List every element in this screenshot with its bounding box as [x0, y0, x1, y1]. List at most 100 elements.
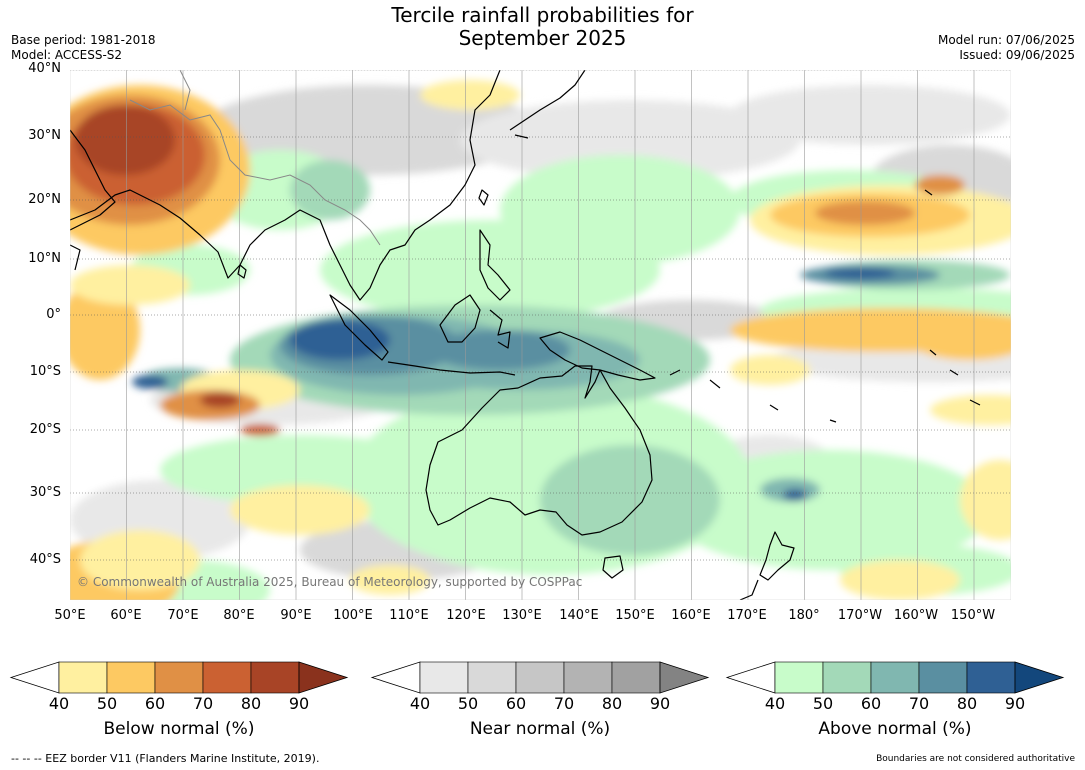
cbar-above-segment: [918, 661, 968, 694]
cbar-below-segment: [250, 661, 300, 694]
cbar-above-over-triangle: [1014, 661, 1065, 694]
cbar-above-under-triangle: [725, 661, 776, 694]
cbar-near-over-triangle: [659, 661, 710, 694]
lon-tick-110e: 110°E: [389, 608, 429, 623]
lat-tick-0: 0°: [46, 307, 61, 322]
meta-right: Model run: 07/06/2025 Issued: 09/06/2025: [938, 33, 1075, 63]
model-run-text: Model run: 07/06/2025: [937, 33, 1075, 47]
base-period-text: Base period: 1981-2018: [11, 33, 156, 47]
cbar-above-segment: [774, 661, 824, 694]
lon-tick-50e: 50°E: [54, 608, 86, 623]
lat-tick-30n: 30°N: [28, 128, 61, 143]
cbar-near-tick-80: 80: [601, 694, 623, 713]
cbar-below-segment: [58, 661, 108, 694]
country-borders: [129, 70, 381, 246]
new-zealand-coastline: [739, 531, 795, 600]
lat-tick-40n: 40°N: [28, 61, 61, 76]
cbar-below-tick-80: 80: [240, 694, 262, 713]
lat-tick-20s: 20°S: [29, 422, 61, 437]
cbar-above-tick-80: 80: [956, 694, 978, 713]
cbar-near-title: Near normal (%): [469, 719, 611, 739]
cbar-below-tick-70: 70: [192, 694, 214, 713]
lon-tick-100e: 100°E: [333, 608, 373, 623]
lon-tick-160e: 160°E: [671, 608, 711, 623]
model-text: Model: ACCESS-S2: [11, 48, 123, 62]
lon-tick-90e: 90°E: [280, 608, 312, 623]
cbar-above-tick-60: 60: [860, 694, 882, 713]
cbar-below-title: Below normal (%): [103, 719, 255, 739]
asia-coastline: [70, 70, 501, 301]
tasmania-coastline: [602, 555, 624, 579]
sri-lanka-coastline: [237, 264, 247, 279]
australia-coastline: [425, 365, 653, 536]
boundaries-disclaimer: Boundaries are not considered authoritat…: [876, 754, 1075, 764]
lat-tick-20n: 20°N: [28, 192, 61, 207]
meta-left: Base period: 1981-2018 Model: ACCESS-S2: [11, 33, 156, 63]
coastlines: [70, 70, 981, 600]
lat-tick-10s: 10°S: [29, 364, 61, 379]
lon-tick-120e: 120°E: [446, 608, 486, 623]
cbar-above-segment: [870, 661, 920, 694]
new-guinea-coastline: [539, 331, 656, 381]
map-title-line-1: Tercile rainfall probabilities for: [391, 3, 694, 27]
taiwan-coastline: [478, 189, 489, 206]
rainfall-map: © Commonwealth of Australia 2025, Bureau…: [70, 70, 1011, 600]
cbar-near-tick-40: 40: [409, 694, 431, 713]
lon-tick-60e: 60°E: [110, 608, 142, 623]
probability-field: [70, 80, 1011, 600]
lon-tick-170e: 170°E: [727, 608, 767, 623]
cbar-near-tick-50: 50: [457, 694, 479, 713]
cbar-above-tick-50: 50: [812, 694, 834, 713]
cbar-below-tick-40: 40: [48, 694, 70, 713]
latitude-gridlines: [70, 70, 1011, 561]
lon-tick-70e: 70°E: [167, 608, 199, 623]
cbar-below-over-triangle: [298, 661, 349, 694]
cbar-above-segment: [822, 661, 872, 694]
cbar-near-segment: [563, 661, 613, 694]
japan-coastline: [509, 70, 586, 139]
lat-tick-10n: 10°N: [28, 251, 61, 266]
cbar-near-under-triangle: [370, 661, 421, 694]
lon-tick-150w: 150°W: [950, 608, 996, 623]
map-title-line-2: September 2025: [458, 26, 627, 50]
colorbar-legends: [9, 661, 1065, 694]
cbar-near-tick-90: 90: [649, 694, 671, 713]
eez-border-note: -- -- -- EEZ border V11 (Flanders Marine…: [11, 752, 320, 765]
cbar-near-segment: [515, 661, 565, 694]
map-title: Tercile rainfall probabilities for Septe…: [0, 4, 1085, 50]
longitude-gridlines: [126, 70, 975, 600]
cbar-near-tick-70: 70: [553, 694, 575, 713]
cbar-below-tick-60: 60: [144, 694, 166, 713]
cbar-below-tick-50: 50: [96, 694, 118, 713]
cbar-above-tick-70: 70: [908, 694, 930, 713]
cbar-near-segment: [467, 661, 517, 694]
cbar-below-under-triangle: [9, 661, 60, 694]
lon-tick-160w: 160°W: [893, 608, 939, 623]
cbar-near-segment: [611, 661, 661, 694]
copyright-text: © Commonwealth of Australia 2025, Bureau…: [77, 575, 582, 589]
borneo-coastline: [439, 294, 481, 343]
cbar-near-tick-60: 60: [505, 694, 527, 713]
lon-tick-130e: 130°E: [502, 608, 542, 623]
cbar-above-tick-40: 40: [764, 694, 786, 713]
lon-tick-140e: 140°E: [559, 608, 599, 623]
philippines-coastline: [479, 229, 511, 301]
africa-coastline: [70, 244, 81, 271]
cbar-above-segment: [966, 661, 1016, 694]
cbar-above-tick-90: 90: [1004, 694, 1026, 713]
lon-tick-170w: 170°W: [837, 608, 883, 623]
java-coastline: [387, 361, 516, 376]
cbar-below-segment: [106, 661, 156, 694]
lon-tick-150e: 150°E: [615, 608, 655, 623]
cbar-below-segment: [202, 661, 252, 694]
lat-tick-30s: 30°S: [29, 485, 61, 500]
lat-tick-40s: 40°S: [29, 552, 61, 567]
sumatra-coastline: [329, 294, 389, 361]
cbar-near-segment: [419, 661, 469, 694]
arabia-coastline: [70, 129, 116, 231]
cbar-below-segment: [154, 661, 204, 694]
pacific-islands: [669, 189, 981, 423]
issued-text: Issued: 09/06/2025: [959, 48, 1075, 62]
lon-tick-80e: 80°E: [223, 608, 255, 623]
cbar-below-tick-90: 90: [288, 694, 310, 713]
